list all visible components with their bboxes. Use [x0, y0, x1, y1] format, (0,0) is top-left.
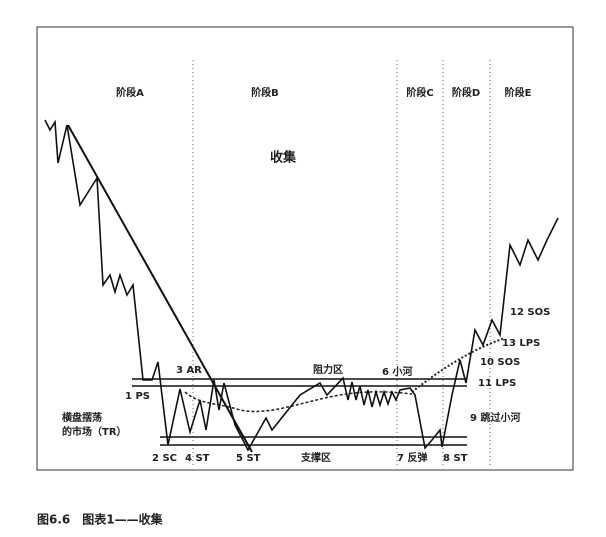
diagram-title: 收集: [270, 150, 297, 166]
phase-label: 阶段C: [406, 86, 433, 99]
event-label: 5 ST: [236, 453, 261, 464]
range-label: 的市场（TR）: [62, 425, 127, 438]
moving-average: [184, 391, 413, 413]
zone-label: 阻力区: [313, 363, 343, 376]
event-label: 7 反弹: [397, 451, 427, 464]
event-label: 8 ST: [443, 453, 468, 464]
event-label: 4 ST: [185, 453, 210, 464]
event-label: 6 小河: [382, 365, 412, 378]
caption: 图6.6 图表1——收集: [37, 512, 164, 527]
event-label: 1 PS: [125, 391, 150, 402]
event-label: 11 LPS: [478, 378, 516, 389]
event-label: 2 SC: [152, 453, 177, 464]
phase-dividers: [192, 60, 491, 468]
phase-label: 阶段E: [505, 86, 532, 99]
event-label: 13 LPS: [502, 338, 540, 349]
frame: [36, 26, 574, 471]
event-label: 3 AR: [176, 365, 202, 376]
event-label: 12 SOS: [510, 307, 550, 318]
range-label: 横盘摆荡: [62, 411, 102, 424]
phase-label: 阶段D: [452, 86, 480, 99]
trend-line: [67, 124, 253, 453]
event-label: 9 跳过小河: [470, 411, 520, 424]
phase-label: 阶段B: [251, 86, 279, 99]
range-lines: [132, 378, 467, 446]
breakout-curve: [411, 337, 506, 393]
zone-label: 支撑区: [300, 451, 331, 464]
phase-label: 阶段A: [116, 86, 144, 99]
event-label: 10 SOS: [480, 357, 520, 368]
price-line: [44, 119, 559, 452]
event-labels: 1 PS 2 SC 3 AR 4 ST 5 ST 6 小河 7 反弹 8 ST …: [125, 307, 550, 464]
phase-labels: 阶段A 阶段B 阶段C 阶段D 阶段E: [116, 86, 531, 99]
